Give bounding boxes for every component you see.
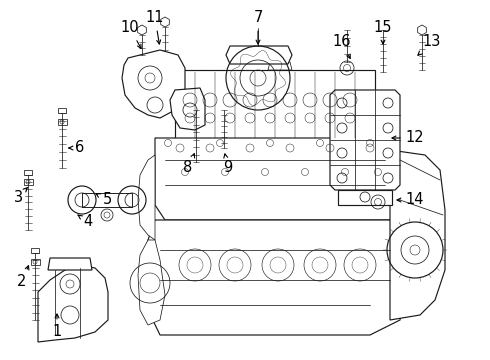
Polygon shape	[24, 170, 32, 175]
Text: 9: 9	[223, 154, 233, 175]
Polygon shape	[338, 190, 392, 205]
Text: 15: 15	[374, 21, 392, 44]
Polygon shape	[30, 259, 40, 265]
Polygon shape	[417, 25, 426, 35]
Text: 16: 16	[333, 35, 351, 58]
Polygon shape	[38, 265, 108, 342]
Polygon shape	[330, 90, 400, 190]
Polygon shape	[161, 17, 170, 27]
Polygon shape	[57, 119, 67, 125]
Polygon shape	[268, 62, 292, 70]
Text: 6: 6	[69, 140, 85, 156]
Polygon shape	[138, 240, 165, 325]
Text: 12: 12	[392, 130, 424, 145]
Polygon shape	[58, 108, 66, 113]
Polygon shape	[226, 46, 292, 64]
Polygon shape	[170, 88, 205, 130]
Polygon shape	[138, 25, 147, 35]
Text: 4: 4	[78, 215, 93, 230]
Text: 14: 14	[397, 193, 424, 207]
Polygon shape	[155, 138, 395, 220]
Polygon shape	[138, 155, 155, 240]
Polygon shape	[175, 70, 375, 140]
Text: 11: 11	[146, 10, 164, 44]
Polygon shape	[48, 258, 92, 270]
Polygon shape	[390, 150, 445, 320]
Text: 8: 8	[183, 154, 195, 175]
Polygon shape	[122, 50, 185, 118]
Polygon shape	[31, 248, 39, 253]
Text: 1: 1	[52, 314, 62, 339]
Text: 13: 13	[418, 35, 441, 55]
Text: 10: 10	[121, 21, 141, 49]
Text: 3: 3	[13, 188, 27, 204]
Polygon shape	[82, 193, 132, 207]
Polygon shape	[24, 179, 32, 185]
Text: 2: 2	[17, 266, 29, 289]
Text: 5: 5	[96, 193, 112, 207]
Polygon shape	[148, 220, 405, 335]
Text: 7: 7	[253, 10, 263, 44]
